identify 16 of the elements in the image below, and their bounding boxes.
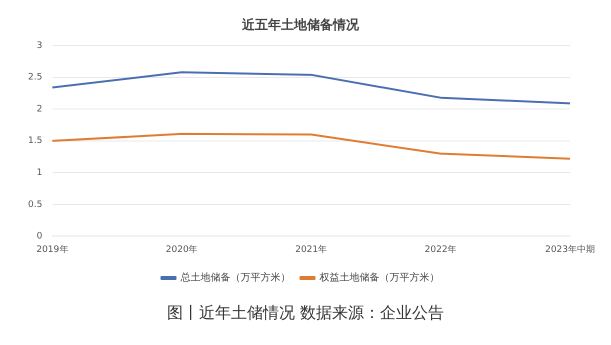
y-tick-label: 2.5	[28, 72, 42, 83]
x-tick-label: 2023年中期	[545, 244, 595, 255]
x-tick-label: 2021年	[295, 244, 328, 255]
x-tick-label: 2022年	[424, 244, 457, 255]
y-tick-label: 0.5	[28, 200, 42, 210]
y-tick-label: 2	[36, 104, 42, 114]
y-tick-label: 1	[36, 168, 42, 178]
x-tick-label: 2020年	[166, 244, 198, 255]
chart-title: 近五年土地储备情况	[241, 17, 360, 34]
y-tick-label: 1.5	[28, 136, 42, 146]
y-tick-label: 3	[36, 40, 42, 51]
legend-label: 总土地储备（万平方米）	[180, 272, 290, 284]
y-tick-label: 0	[36, 232, 43, 242]
x-tick-label: 2019年	[36, 244, 68, 255]
text: 图丨近年土储情况 数据来源：企业公告	[166, 303, 446, 324]
legend-label: 权益土地储备（万平方米）	[318, 272, 440, 284]
